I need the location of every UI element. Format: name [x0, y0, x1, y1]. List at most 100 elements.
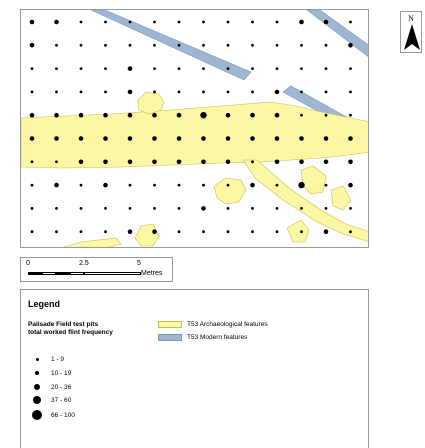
test-pit-dot	[127, 159, 133, 165]
test-pit-dot	[79, 183, 83, 187]
legend-class-label: 10 - 19	[51, 370, 72, 377]
dot-symbol	[35, 371, 39, 375]
dot-symbol	[32, 410, 42, 420]
test-pit-dot	[226, 207, 230, 210]
test-pit-dot	[349, 90, 352, 94]
test-pit-dot	[299, 159, 304, 165]
test-pit-dot	[104, 207, 107, 210]
scale-tick-2-5: 2.5	[79, 260, 89, 267]
test-pit-dot	[300, 43, 303, 47]
archaeological-feature-main-band	[21, 101, 368, 169]
test-pit-dot	[251, 43, 254, 47]
test-pit-dot	[152, 112, 157, 118]
test-pit-dot	[79, 207, 83, 210]
test-pit-dot	[79, 67, 83, 70]
test-pit-dot	[30, 160, 34, 164]
test-pit-dot	[152, 229, 157, 234]
test-pit-dot	[153, 20, 156, 24]
test-pit-dot	[274, 136, 280, 141]
test-pit-dot	[153, 207, 156, 210]
test-pit-dot	[177, 207, 181, 210]
test-pit-dot	[275, 43, 279, 47]
test-pit-dot	[152, 136, 157, 141]
north-arrow-icon	[404, 24, 420, 50]
test-pit-dot	[103, 112, 108, 118]
modern-feature-drain-north	[90, 10, 252, 81]
scale-segment-3	[56, 272, 70, 275]
test-pit-dot	[55, 67, 58, 70]
test-pit-dot	[275, 230, 279, 234]
test-pit-dot	[177, 183, 181, 187]
test-pit-dot	[300, 67, 303, 70]
test-pit-dot	[323, 229, 329, 234]
test-pit-dot	[323, 159, 329, 165]
test-pit-dot	[251, 90, 254, 94]
test-pit-dot	[349, 207, 352, 210]
test-pit-dot	[30, 67, 34, 70]
test-pit-dot	[202, 183, 205, 187]
test-pit-dot	[153, 90, 156, 94]
test-pit-dot	[176, 136, 182, 141]
scale-tick-5: 5	[137, 260, 141, 267]
test-pit-dot	[200, 112, 207, 119]
test-pit-dot	[349, 67, 352, 70]
test-pit-dot	[104, 43, 107, 47]
legend-item-label: T53 Archaeological features	[187, 321, 268, 328]
test-pit-dot	[54, 182, 59, 188]
test-pit-dot	[251, 67, 254, 70]
test-pit-dot	[348, 182, 353, 188]
archaeological-feature-north-blob	[137, 91, 165, 115]
test-pit-dot	[251, 230, 254, 234]
test-pit-dot	[250, 112, 255, 118]
test-pit-dot	[176, 112, 182, 118]
test-pit-dot	[177, 20, 181, 24]
test-pit-dot	[128, 20, 132, 24]
test-pit-dot	[251, 160, 254, 164]
dot-symbol	[36, 358, 39, 361]
scale-segment-4	[70, 272, 84, 275]
test-pit-dot	[128, 183, 132, 187]
test-pit-dot	[153, 67, 156, 70]
test-pit-dot	[250, 182, 255, 188]
archaeological-feature-blob-a	[213, 177, 247, 205]
archaeological-feature-blob-d	[286, 219, 310, 243]
test-pit-dot	[226, 230, 230, 234]
test-pit-dot	[177, 43, 181, 47]
test-pit-dot	[348, 159, 353, 165]
test-pit-dot	[29, 136, 35, 141]
test-pit-dot	[323, 136, 329, 141]
test-pit-dot	[29, 112, 35, 118]
legend-class-label: 37 - 60	[51, 397, 72, 404]
test-pit-dot	[225, 159, 231, 165]
test-pit-dot	[226, 183, 230, 187]
test-pit-dot	[29, 19, 35, 25]
test-pit-dot	[202, 230, 205, 234]
archaeological-feature-blob-b	[300, 165, 327, 195]
test-pit-dot	[300, 207, 303, 210]
test-pit-dot	[127, 66, 133, 71]
test-pit-dot	[176, 159, 182, 165]
test-pit-dot	[202, 90, 205, 94]
dot-symbol	[33, 396, 41, 404]
test-pit-dot	[349, 230, 352, 234]
archaeological-feature-blob-e	[134, 223, 160, 247]
test-pit-dot	[250, 136, 255, 141]
test-pit-dot	[54, 112, 59, 118]
legend-class-label: 66 - 100	[51, 412, 75, 419]
test-pit-dot	[324, 43, 328, 47]
test-pit-dot	[226, 67, 230, 70]
dot-symbol	[34, 384, 40, 390]
test-pit-dot	[55, 90, 58, 94]
test-pit-dot	[275, 207, 279, 210]
test-pit-dot	[300, 90, 303, 94]
map-canvas	[21, 10, 368, 247]
test-pit-dot	[324, 113, 328, 117]
test-pit-dot	[275, 67, 279, 70]
test-pit-dot	[324, 67, 328, 70]
test-pit-dot	[226, 43, 230, 47]
test-pit-dot	[299, 136, 304, 141]
north-arrow: N	[400, 11, 422, 53]
test-pit-dot	[79, 43, 83, 47]
test-pit-dot	[226, 20, 230, 24]
test-pit-dot	[127, 229, 133, 234]
